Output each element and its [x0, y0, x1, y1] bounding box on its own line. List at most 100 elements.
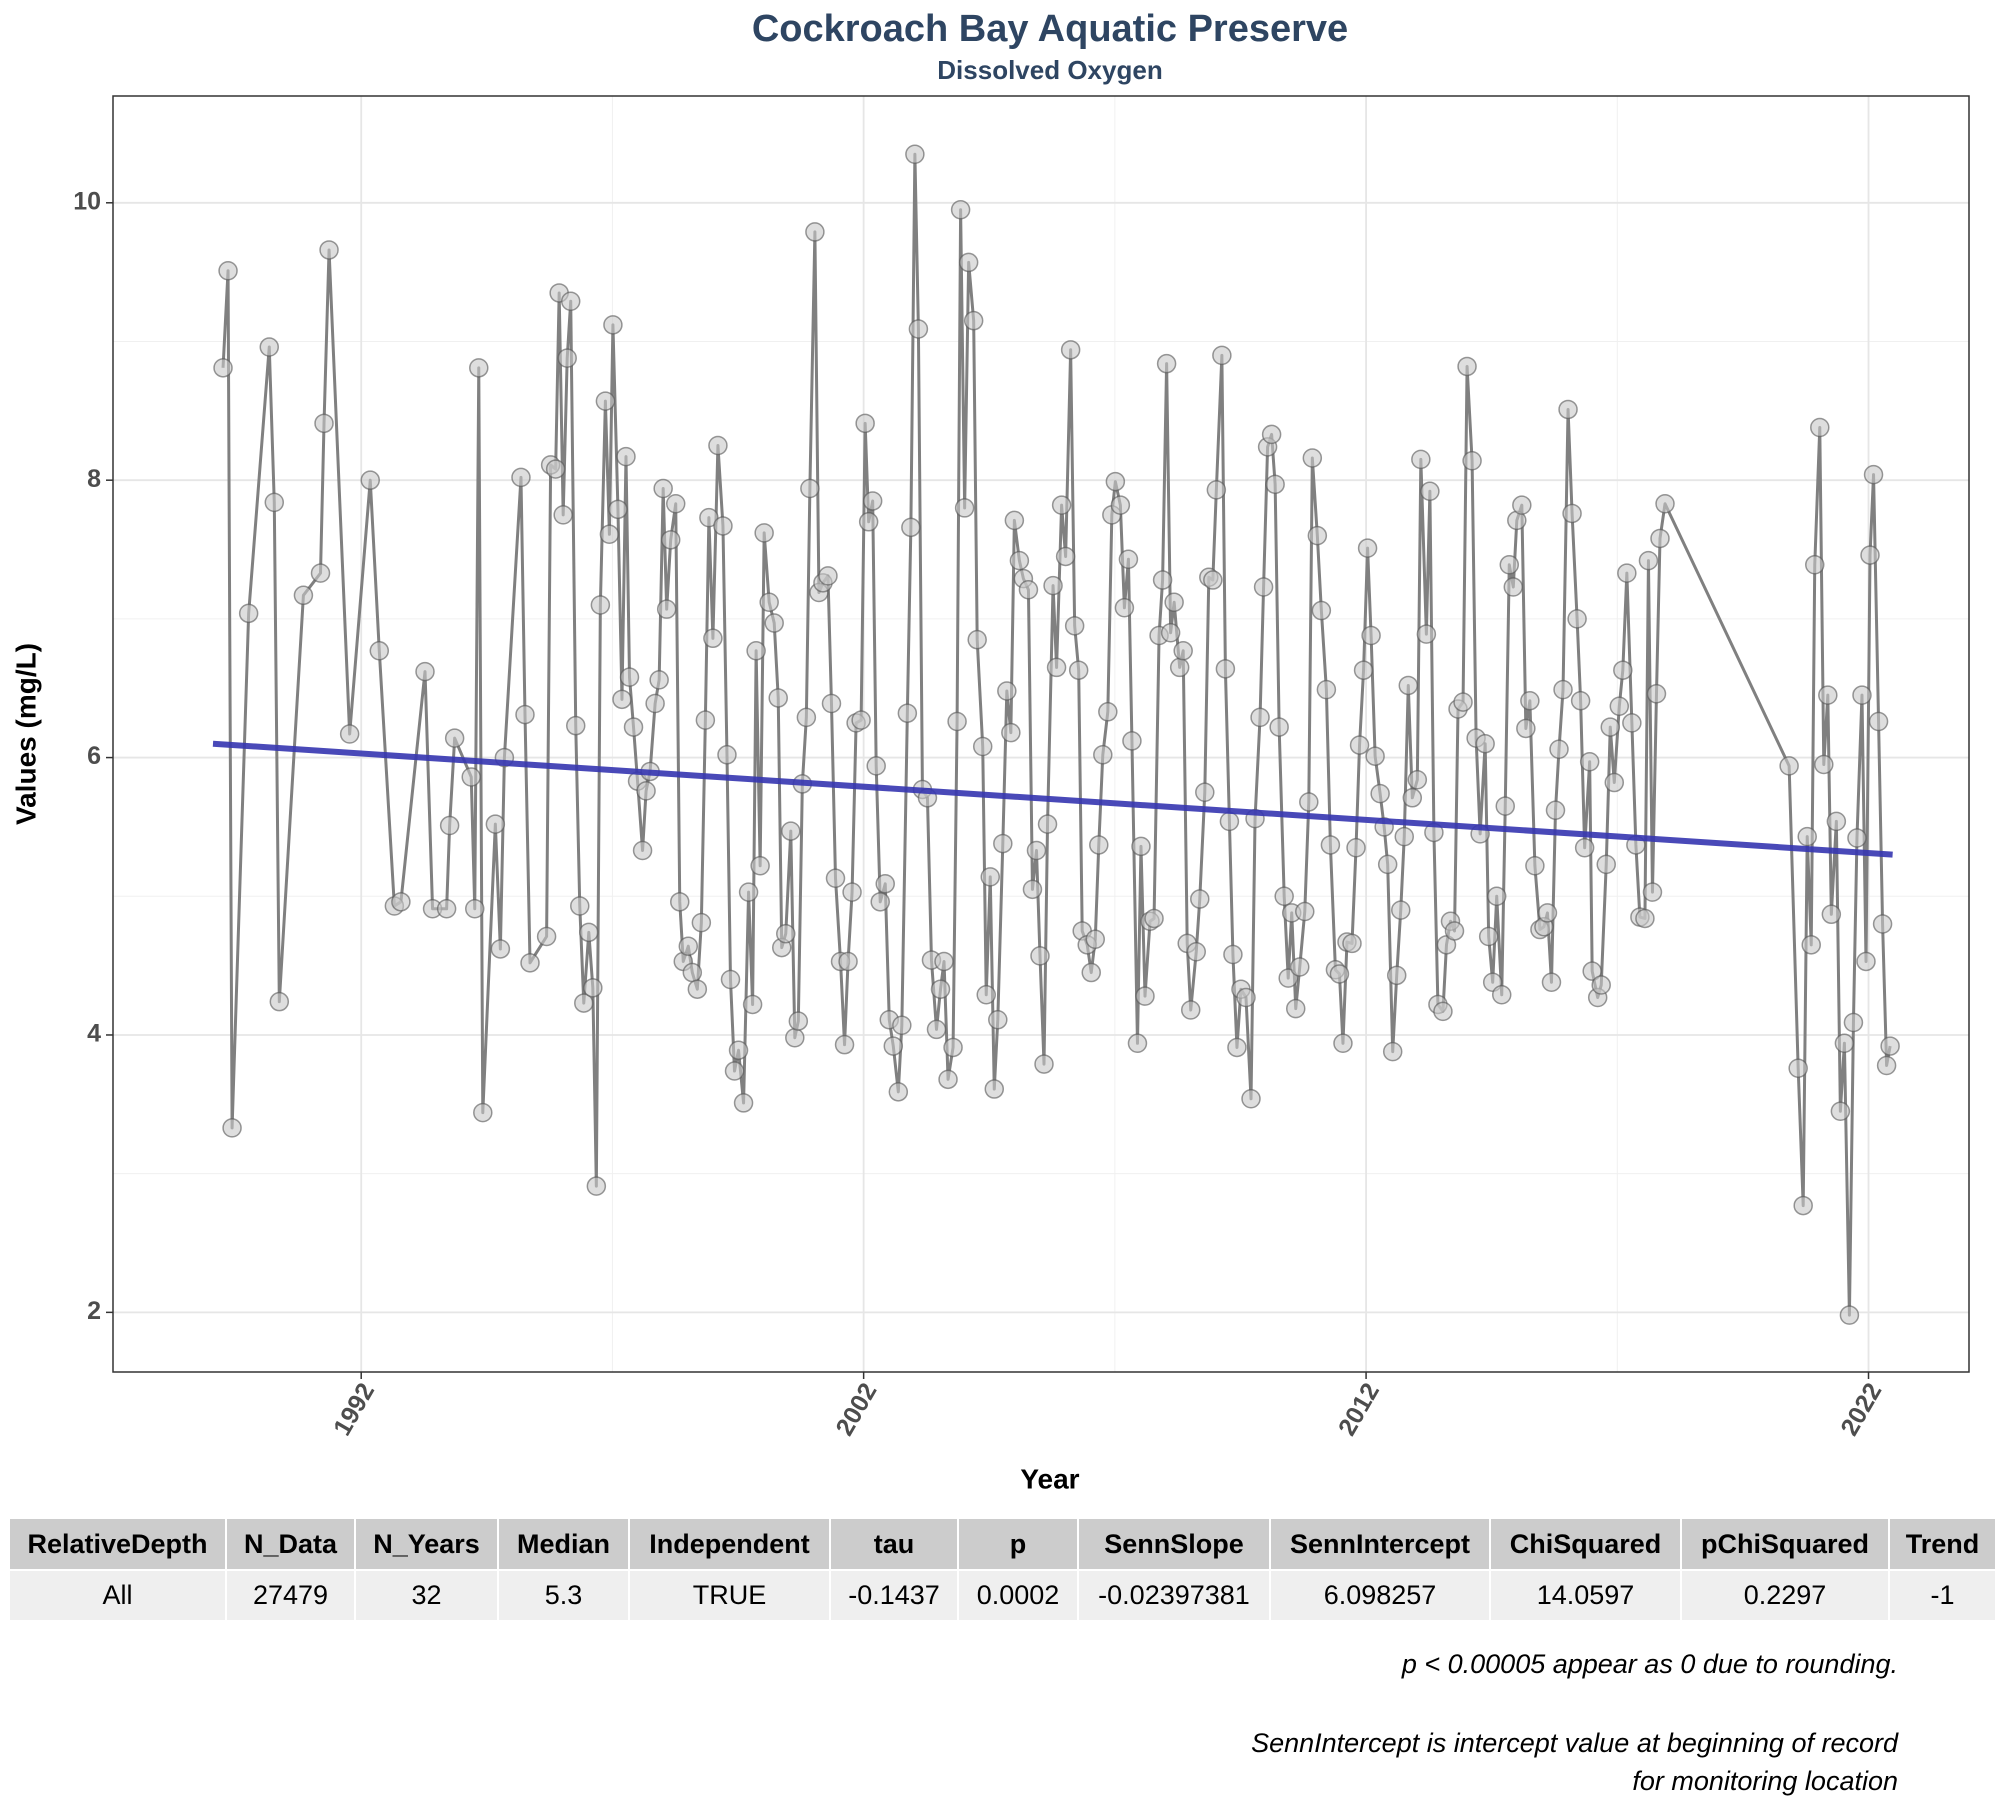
- data-point: [1545, 800, 1566, 821]
- data-point: [926, 1019, 947, 1040]
- data-point: [1219, 811, 1240, 832]
- data-point: [1060, 340, 1081, 360]
- data-point: [1491, 984, 1512, 1005]
- data-point: [1051, 495, 1072, 515]
- data-point: [842, 882, 862, 902]
- data-point: [901, 517, 921, 538]
- data-point: [1173, 641, 1193, 661]
- data-point: [781, 821, 801, 841]
- data-point: [1420, 481, 1440, 502]
- data-point: [1349, 735, 1370, 755]
- data-point: [1253, 577, 1274, 597]
- data-point: [930, 979, 951, 999]
- data-point: [754, 523, 774, 543]
- data-point: [669, 892, 690, 912]
- data-point: [1847, 828, 1867, 848]
- data-point: [1558, 399, 1578, 420]
- data-point: [1638, 550, 1659, 571]
- data-point: [536, 926, 557, 947]
- data-point: [746, 641, 766, 661]
- data-point: [439, 815, 460, 836]
- data-point: [728, 1040, 749, 1060]
- data-point: [469, 358, 489, 378]
- data-point: [1411, 449, 1431, 470]
- column-header: pChiSquared: [1680, 1517, 1890, 1571]
- column-header: Trend: [1888, 1517, 1997, 1571]
- data-point: [1868, 711, 1889, 732]
- data-point: [649, 670, 669, 690]
- data-point: [691, 912, 712, 933]
- data-point: [1579, 751, 1600, 772]
- data-point: [1370, 783, 1390, 804]
- data-point: [1839, 1305, 1860, 1325]
- data-point: [838, 951, 858, 972]
- data-point: [645, 693, 665, 714]
- data-point: [1805, 555, 1825, 575]
- data-point: [720, 969, 741, 990]
- data-point: [1085, 929, 1106, 950]
- data-point: [733, 1093, 754, 1113]
- data-point: [1089, 835, 1109, 855]
- data-point: [461, 767, 481, 787]
- data-point: [1055, 546, 1076, 567]
- data-point: [1223, 944, 1243, 965]
- data-point: [1826, 811, 1847, 832]
- data-point: [1236, 987, 1256, 1008]
- data-point: [776, 923, 796, 944]
- data-point: [1169, 657, 1190, 678]
- data-point: [1382, 1041, 1403, 1062]
- data-point: [687, 979, 708, 999]
- data-point: [1357, 538, 1378, 558]
- data-point: [1160, 623, 1181, 643]
- data-point: [1863, 464, 1884, 485]
- data-point: [557, 348, 577, 368]
- data-point: [821, 693, 842, 714]
- data-point: [653, 478, 673, 499]
- data-point: [750, 856, 770, 876]
- table-body: All 27479 32 5.3 TRUE -0.1437 0.0002 -0.0239738…: [8, 1569, 1997, 1622]
- column-header: N_Data: [225, 1517, 356, 1571]
- y-tick-label: 6: [87, 742, 101, 770]
- data-point: [1478, 926, 1499, 947]
- data-point: [619, 667, 640, 687]
- column-header: Median: [497, 1517, 630, 1571]
- column-header: Independent: [628, 1517, 831, 1571]
- data-point: [1821, 904, 1842, 925]
- data-point: [574, 993, 594, 1013]
- table-cell: 5.3: [497, 1569, 630, 1622]
- table-cell: 32: [354, 1569, 499, 1622]
- data-point: [980, 867, 1001, 887]
- data-point: [1131, 836, 1151, 857]
- data-point: [993, 833, 1013, 854]
- data-point: [293, 585, 314, 606]
- data-point: [1212, 345, 1232, 366]
- data-point: [1037, 814, 1058, 834]
- data-point: [1635, 908, 1655, 929]
- data-point: [310, 563, 331, 583]
- data-point: [768, 688, 788, 708]
- data-point: [858, 512, 879, 532]
- data-point: [1241, 1089, 1261, 1109]
- data-point: [1444, 921, 1465, 941]
- data-point: [1122, 731, 1142, 751]
- data-point: [1582, 961, 1602, 981]
- data-point: [1353, 660, 1374, 680]
- data-point: [560, 291, 581, 312]
- data-point: [862, 491, 883, 511]
- data-point: [1818, 685, 1838, 705]
- table-cell: -0.1437: [829, 1569, 959, 1622]
- data-point: [1329, 964, 1350, 984]
- data-point: [319, 240, 339, 260]
- y-tick-label: 2: [87, 1297, 101, 1325]
- x-tick-label: 1992: [328, 1378, 380, 1440]
- table-cell: -0.02397381: [1077, 1569, 1271, 1622]
- data-point: [1574, 837, 1595, 858]
- data-point: [905, 144, 925, 165]
- data-point: [1135, 986, 1155, 1006]
- data-point: [1127, 1033, 1148, 1054]
- data-point: [1261, 424, 1282, 445]
- data-point: [1274, 886, 1294, 907]
- data-point: [565, 715, 586, 736]
- data-point: [1613, 660, 1633, 680]
